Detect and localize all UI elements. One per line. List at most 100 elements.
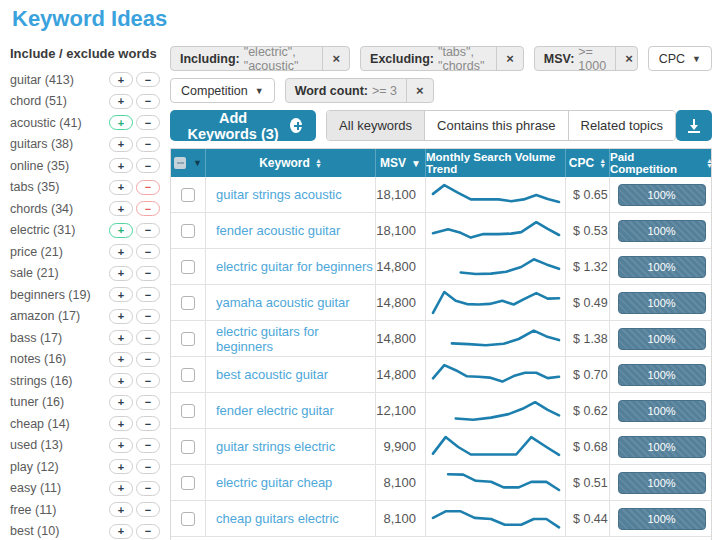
include-word-button[interactable]: + [109,395,133,410]
remove-filter-icon[interactable]: × [496,47,523,70]
row-checkbox[interactable] [181,404,195,418]
include-word-button[interactable]: + [109,459,133,474]
include-word-button[interactable]: + [109,502,133,517]
exclude-word-button[interactable]: − [136,287,160,302]
row-checkbox[interactable] [181,368,195,382]
word-label: chords (34) [10,202,109,216]
exclude-word-button[interactable]: − [136,266,160,281]
exclude-word-button[interactable]: − [136,180,160,195]
column-header-msv[interactable]: MSV ▼ [375,149,425,177]
include-word-button[interactable]: + [109,244,133,259]
table-row: fender electric guitar 12,100 $ 0.62 100… [171,393,711,429]
include-word-button[interactable]: + [109,373,133,388]
include-word-button[interactable]: + [109,481,133,496]
cpc-value: $ 1.32 [565,249,609,284]
row-checkbox[interactable] [181,224,195,238]
include-word-button[interactable]: + [109,201,133,216]
include-word-button[interactable]: + [109,330,133,345]
include-word-button[interactable]: + [109,309,133,324]
exclude-word-button[interactable]: − [136,352,160,367]
column-header-keyword[interactable]: Keyword ▲▼ [205,149,375,177]
keyword-link[interactable]: electric guitar for beginners [206,259,373,274]
row-checkbox[interactable] [181,188,195,202]
include-word-button[interactable]: + [109,524,133,539]
tab-all-keywords[interactable]: All keywords [327,111,424,140]
include-word-button[interactable]: + [109,416,133,431]
paid-competition-badge: 100% [618,436,706,458]
tab-contains-this-phrase[interactable]: Contains this phrase [424,111,568,140]
exclude-word-button[interactable]: − [136,158,160,173]
keyword-link[interactable]: fender acoustic guitar [206,223,340,238]
exclude-word-button[interactable]: − [136,137,160,152]
table-row: cheap guitars electric 8,100 $ 0.44 100% [171,501,711,537]
row-checkbox[interactable] [181,260,195,274]
exclude-word-button[interactable]: − [136,201,160,216]
filters-area: Including: "electric", "acoustic" × Excl… [170,46,712,141]
column-label: CPC [569,156,594,170]
include-word-button[interactable]: + [109,266,133,281]
row-checkbox[interactable] [181,476,195,490]
column-header-cpc[interactable]: CPC ▲▼ [565,149,609,177]
exclude-word-button[interactable]: − [136,94,160,109]
chevron-down-icon: ▼ [193,158,202,168]
exclude-word-button[interactable]: − [136,502,160,517]
keyword-link[interactable]: cheap guitars electric [206,511,339,526]
keyword-link[interactable]: fender electric guitar [206,403,334,418]
row-checkbox[interactable] [181,332,195,346]
competition-filter-dropdown[interactable]: Competition ▼ [170,78,275,103]
exclude-word-button[interactable]: − [136,416,160,431]
tab-related-topics[interactable]: Related topics [568,111,675,140]
include-exclude-sidebar: Include / exclude words guitar (413) + −… [10,46,160,540]
cpc-value: $ 0.44 [565,501,609,536]
add-keywords-button[interactable]: Add Keywords (3) [170,110,316,141]
select-all-header[interactable]: ▼ [171,149,205,177]
row-checkbox[interactable] [181,296,195,310]
keyword-link[interactable]: guitar strings acoustic [206,187,342,202]
exclude-word-button[interactable]: − [136,223,160,238]
sidebar-header: Include / exclude words [10,46,160,61]
exclude-word-button[interactable]: − [136,438,160,453]
download-button[interactable] [676,110,712,141]
keyword-link[interactable]: guitar strings electric [206,439,335,454]
include-word-button[interactable]: + [109,438,133,453]
keyword-link[interactable]: electric guitar cheap [206,475,332,490]
include-word-button[interactable]: + [109,94,133,109]
remove-filter-icon[interactable]: × [615,47,638,70]
row-checkbox[interactable] [181,440,195,454]
exclude-word-button[interactable]: − [136,115,160,130]
filter-chip-msv: MSV: >= 1000 × [534,46,638,71]
include-word-button[interactable]: + [109,72,133,87]
include-word-button[interactable]: + [109,352,133,367]
sort-icon: ▲▼ [315,158,322,168]
keyword-link[interactable]: electric guitars for beginners [206,324,375,354]
exclude-word-button[interactable]: − [136,373,160,388]
include-word-button[interactable]: + [109,223,133,238]
msv-value: 18,100 [375,177,425,212]
exclude-word-button[interactable]: − [136,72,160,87]
include-word-button[interactable]: + [109,158,133,173]
sparkline-chart [430,216,562,246]
cpc-value: $ 0.70 [565,357,609,392]
word-label: electric (31) [10,223,109,237]
exclude-word-button[interactable]: − [136,459,160,474]
include-word-button[interactable]: + [109,287,133,302]
exclude-word-button[interactable]: − [136,524,160,539]
keyword-link[interactable]: yamaha acoustic guitar [206,295,350,310]
keyword-link[interactable]: best acoustic guitar [206,367,328,382]
include-word-button[interactable]: + [109,115,133,130]
exclude-word-button[interactable]: − [136,330,160,345]
column-header-trend[interactable]: Monthly Search Volume Trend [425,149,565,177]
filter-row-2: Competition ▼ Word count: >= 3 × [170,78,712,103]
remove-filter-icon[interactable]: × [322,47,349,70]
column-header-paid-competition[interactable]: Paid Competition ▲▼ [609,149,713,177]
exclude-word-button[interactable]: − [136,244,160,259]
exclude-word-button[interactable]: − [136,309,160,324]
cpc-filter-dropdown[interactable]: CPC ▼ [648,46,712,71]
row-checkbox[interactable] [181,512,195,526]
include-word-button[interactable]: + [109,180,133,195]
exclude-word-button[interactable]: − [136,395,160,410]
exclude-word-button[interactable]: − [136,481,160,496]
remove-filter-icon[interactable]: × [406,79,433,102]
include-word-button[interactable]: + [109,137,133,152]
chip-value: >= 3 [372,84,397,98]
